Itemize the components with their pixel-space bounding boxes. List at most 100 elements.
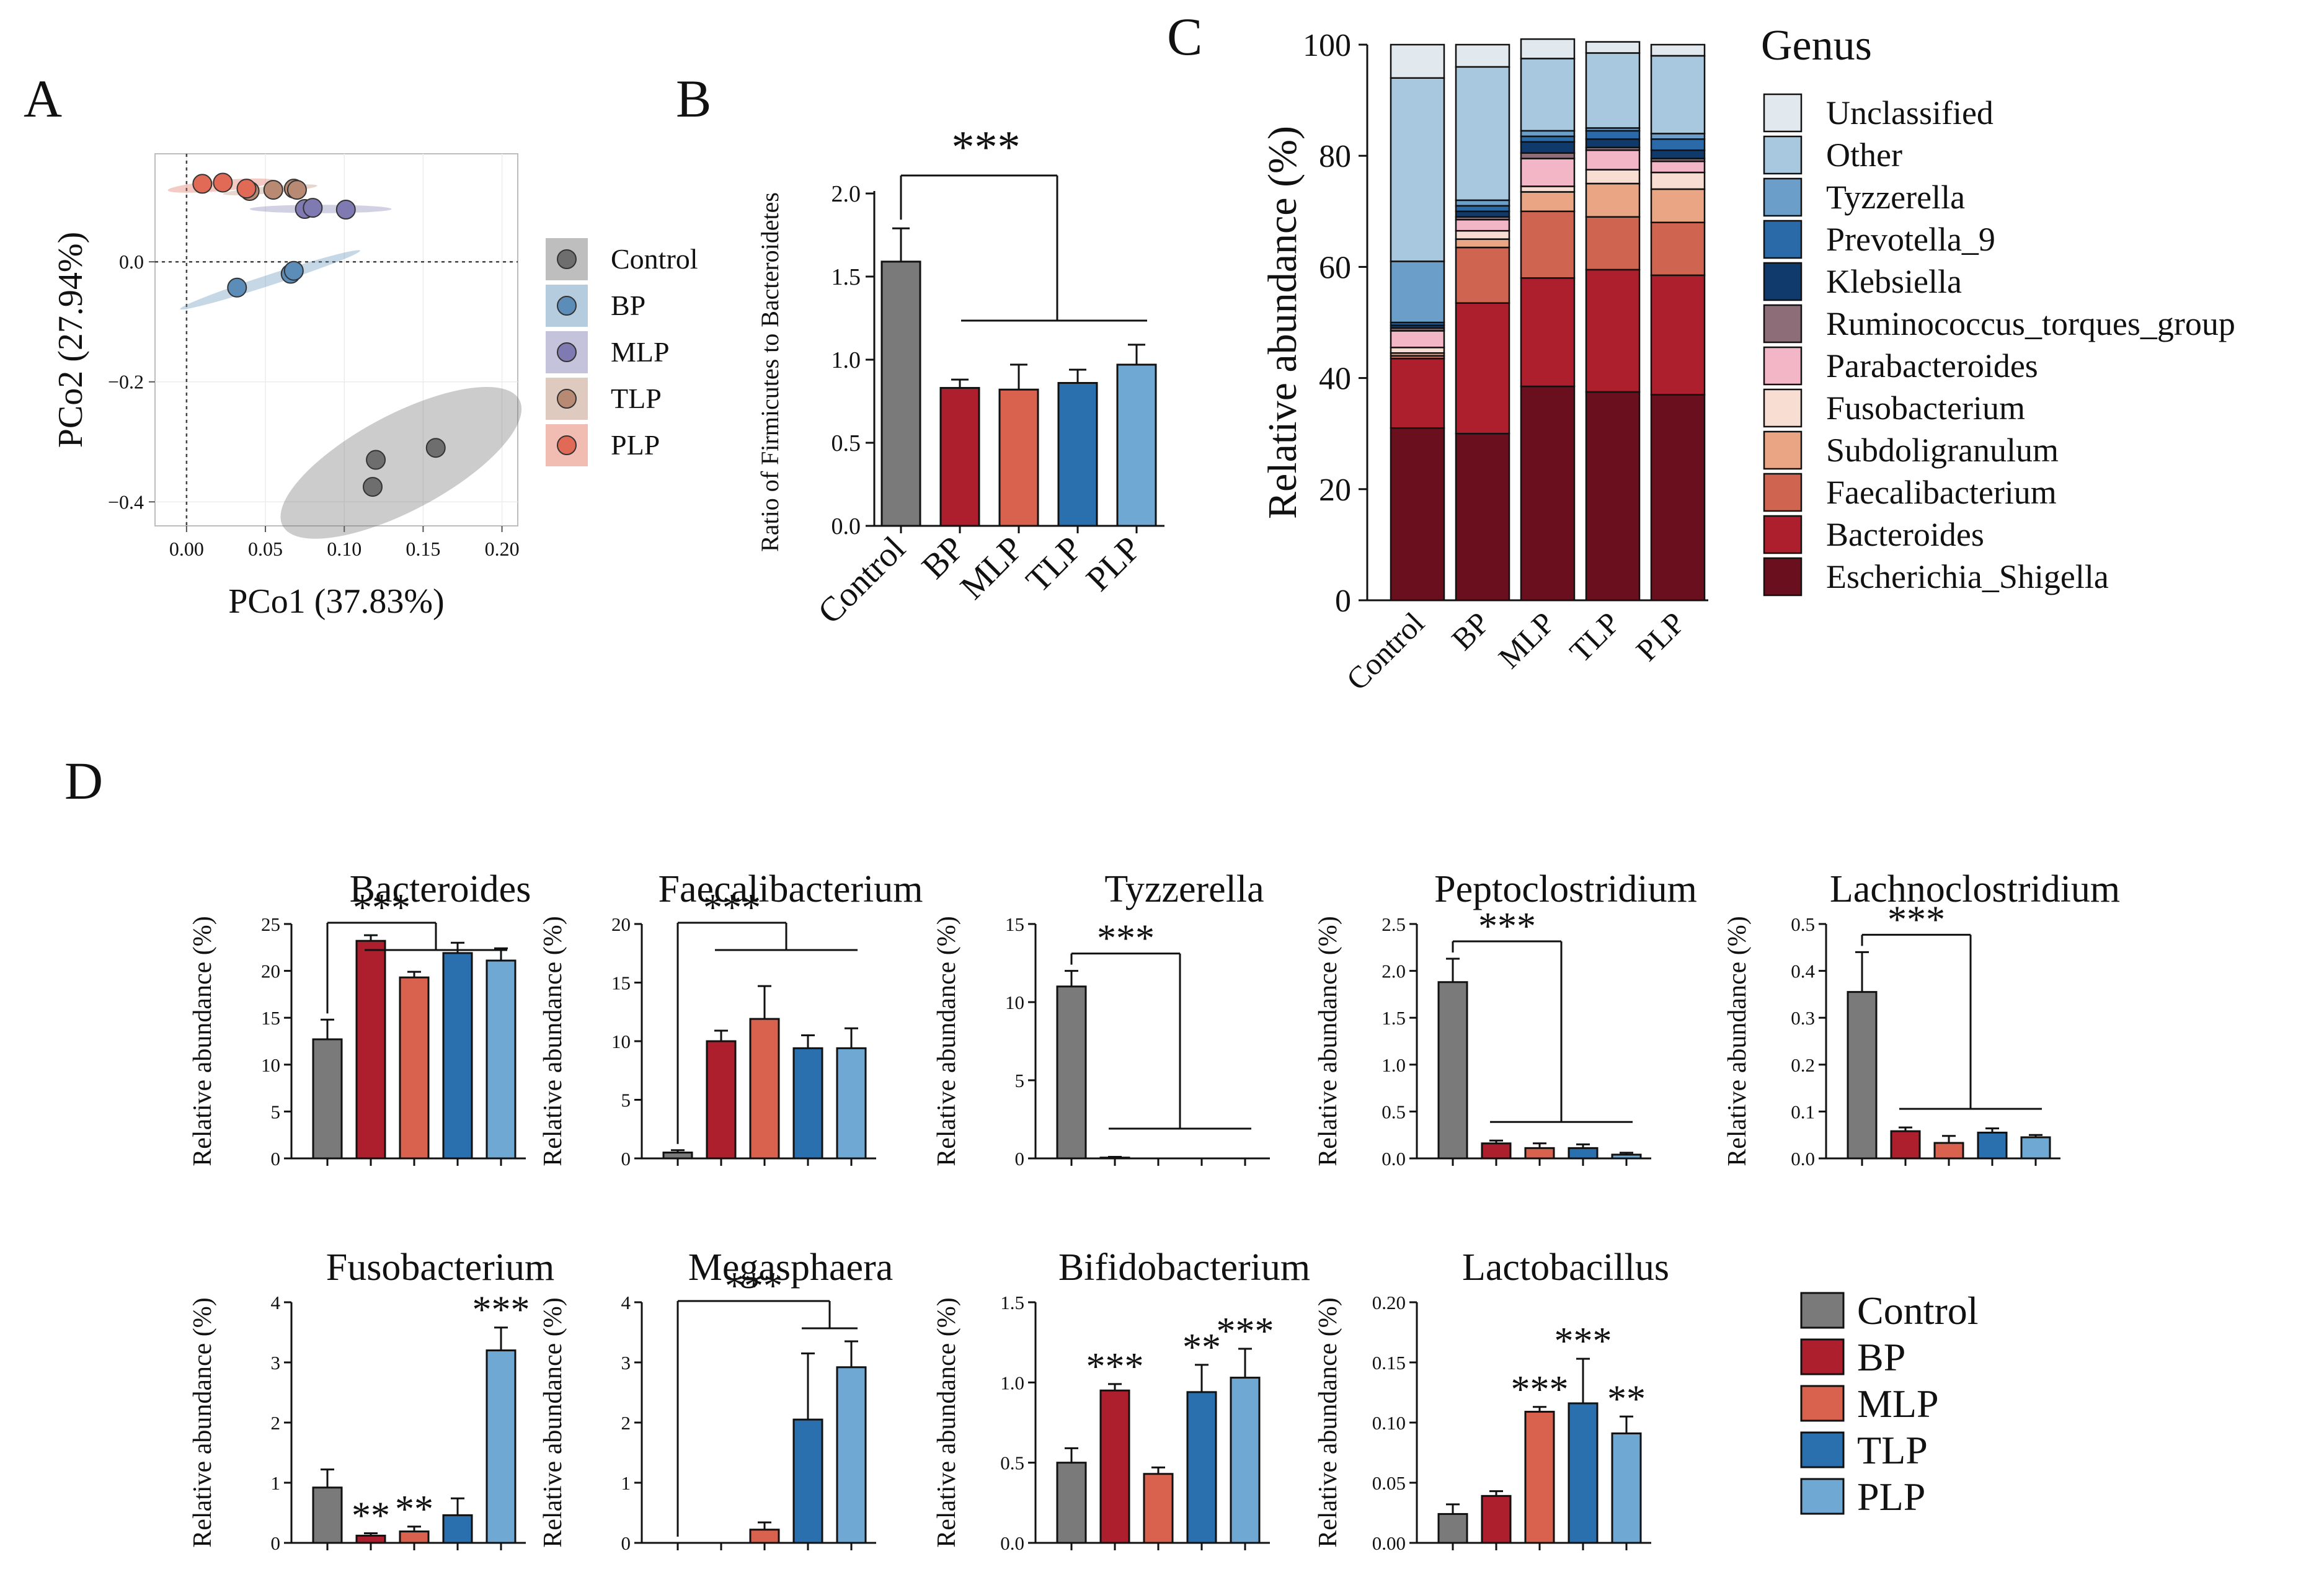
genus-bar-tlp: [442, 952, 473, 1160]
genus-y-tick-label: 2.5: [1382, 913, 1406, 935]
genus-chart-title: Megasphaera: [688, 1246, 894, 1289]
stack-y-tick-label: 80: [1319, 139, 1351, 174]
genus-legend-swatch-other: [1763, 135, 1803, 175]
stack-segment-other-bp: [1455, 66, 1510, 202]
stack-segment-parabacteroides-bp: [1455, 218, 1510, 232]
pcoa-ellipse-bp: [180, 250, 360, 310]
genus-y-tick-label: 0.00: [1372, 1532, 1406, 1554]
genus-y-tick-label: 0.0: [1000, 1532, 1024, 1554]
genus-y-axis-label: Relative abundance (%): [188, 1297, 217, 1547]
genus-legend-label-tyzzerella: Tyzzerella: [1826, 179, 1965, 216]
genus-legend-swatch-klebsiella: [1763, 262, 1803, 301]
genus-chart-tyzzerella: 0 5 10 15 Tyzzerella Relative abundance (%) **…: [933, 868, 1270, 1170]
pcoa-x-axis-label: PCo1 (37.83%): [228, 582, 444, 621]
genus-bar-control: [662, 1152, 693, 1160]
genus-y-axis-label: Relative abundance (%): [539, 916, 567, 1166]
genus-legend-swatch-fusobacterium: [1763, 388, 1803, 428]
pcoa-y-tick-label: −0.4: [108, 491, 144, 513]
genus-bar-plp: [2020, 1136, 2051, 1160]
genus-y-tick-label: 5: [271, 1101, 281, 1122]
genus-bar-plp: [836, 1366, 867, 1544]
pcoa-plot-frame: [154, 153, 518, 526]
stack-segment-fusobacterium-tlp: [1585, 169, 1641, 185]
genus-legend-label-subdoligranulum: Subdoligranulum: [1826, 432, 2059, 469]
genus-legend-label-ruminococcus-torques-group: Ruminococcus_torques_group: [1826, 305, 2235, 342]
group-legend-swatch-plp: [1800, 1478, 1845, 1515]
genus-y-tick-label: 0.0: [1791, 1148, 1815, 1170]
genus-legend-title: Genus: [1761, 22, 1872, 69]
stack-segment-parabacteroides-tlp: [1585, 149, 1641, 171]
genus-chart-megasphaera: 0 1 2 3 4 Megasphaera Relative abundance (%) **…: [539, 1246, 893, 1554]
group-legend-label-tlp: TLP: [1857, 1428, 1928, 1472]
genus-chart-title: Bifidobacterium: [1058, 1246, 1310, 1289]
genus-y-tick-label: 2.0: [1382, 961, 1406, 982]
pcoa-point-plp: [192, 174, 213, 194]
stack-y-tick-label: 20: [1319, 473, 1351, 508]
pcoa-x-tick-label: 0.00: [169, 538, 204, 560]
stack-segment-prevotella-9-mlp: [1520, 135, 1576, 143]
genus-bar-mlp: [1524, 1147, 1555, 1160]
genus-y-tick-label: 0: [271, 1148, 281, 1170]
genus-legend-swatch-unclassified: [1763, 93, 1803, 133]
ratio-bar-control: [880, 260, 921, 527]
genus-y-tick-label: 0: [271, 1532, 281, 1554]
pcoa-point-bp: [283, 260, 304, 281]
stack-segment-other-tlp: [1585, 52, 1641, 129]
stack-segment-klebsiella-mlp: [1520, 141, 1576, 154]
panel-letter-a: A: [24, 69, 62, 128]
genus-bar-mlp: [749, 1018, 780, 1160]
genus-chart-peptoclostridium: 0.0 0.5 1.0 1.5 2.0 2.5 Peptoclostridium Relati…: [1314, 868, 1697, 1170]
genus-y-axis-label: Relative abundance (%): [1314, 916, 1342, 1166]
pcoa-legend-label-control: Control: [611, 243, 698, 275]
genus-legend-swatch-parabacteroides: [1763, 346, 1803, 386]
pcoa-x-tick-label: 0.05: [248, 538, 283, 560]
stack-segment-other-control: [1390, 77, 1445, 262]
genus-legend-swatch-ruminococcus-torques-group: [1763, 304, 1803, 344]
group-legend-label-mlp: MLP: [1857, 1382, 1939, 1426]
genus-sig-stars: ***: [703, 887, 761, 929]
pcoa-point-tlp: [286, 180, 307, 200]
stack-segment-klebsiella-tlp: [1585, 138, 1641, 149]
pcoa-x-tick-label: 0.15: [406, 538, 440, 560]
pcoa-legend-label-tlp: TLP: [611, 383, 662, 414]
pcoa-point-tlp: [263, 180, 283, 200]
stack-y-tick-label: 0: [1335, 584, 1351, 619]
genus-y-tick-label: 0.1: [1791, 1101, 1815, 1122]
genus-y-tick-label: 0.5: [1382, 1101, 1406, 1122]
stack-segment-faecalibacterium-plp: [1650, 221, 1706, 277]
genus-y-tick-label: 20: [611, 913, 631, 935]
genus-y-axis-label: Relative abundance (%): [188, 916, 217, 1166]
genus-y-axis-label: Relative abundance (%): [933, 1297, 961, 1547]
genus-bar-mlp: [399, 976, 430, 1160]
genus-bar-bp: [1099, 1389, 1130, 1544]
pcoa-x-tick-label: 0.20: [485, 538, 520, 560]
genus-y-tick-label: 0: [1015, 1148, 1025, 1170]
pcoa-y-axis-label: PCo2 (27.94%): [51, 232, 90, 448]
genus-bar-plp: [486, 959, 517, 1160]
stack-segment-escherichia-shigella-mlp: [1520, 385, 1576, 602]
genus-y-tick-label: 0.05: [1372, 1472, 1406, 1494]
genus-chart-title: Lachnoclostridium: [1830, 868, 2120, 910]
pcoa-point-mlp: [303, 198, 323, 218]
genus-y-tick-label: 5: [621, 1090, 631, 1111]
genus-legend-swatch-subdoligranulum: [1763, 430, 1803, 470]
genus-bar-plp: [1611, 1432, 1642, 1544]
genus-y-tick-label: 0.0: [1382, 1148, 1406, 1170]
genus-y-tick-label: 3: [271, 1352, 281, 1374]
genus-sig-stars: ***: [1478, 905, 1536, 948]
stack-segment-tyzzerella-plp: [1650, 133, 1706, 140]
stack-segment-tyzzerella-mlp: [1520, 130, 1576, 138]
genus-legend-label-prevotella-9: Prevotella_9: [1826, 221, 1995, 258]
genus-sig-stars: ***: [353, 887, 410, 929]
ratio-bar-tlp: [1057, 382, 1098, 527]
genus-legend-label-parabacteroides: Parabacteroides: [1826, 347, 2038, 384]
genus-bar-bp: [1481, 1495, 1512, 1544]
stack-segment-prevotella-9-plp: [1650, 138, 1706, 151]
genus-legend-label-bacteroides: Bacteroides: [1826, 516, 1984, 553]
genus-y-tick-label: 0.4: [1791, 961, 1815, 982]
genus-bar-control: [1437, 1512, 1468, 1544]
genus-y-axis-label: Relative abundance (%): [1314, 1297, 1342, 1547]
stack-segment-faecalibacterium-mlp: [1520, 210, 1576, 279]
stack-segment-ruminococcus-torques-group-mlp: [1520, 152, 1576, 159]
